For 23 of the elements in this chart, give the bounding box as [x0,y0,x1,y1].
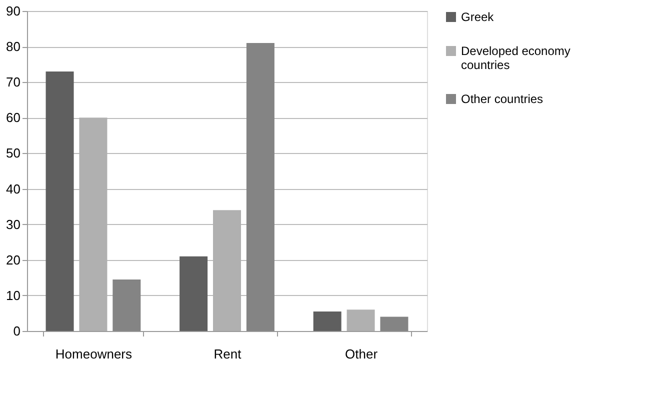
bar [246,43,274,331]
legend-label: Developed economy countries [461,44,570,72]
legend-label: Other countries [461,92,544,106]
y-tick-label: 90 [6,4,20,18]
y-tick-label: 0 [13,324,20,338]
y-tick-label: 10 [6,288,20,303]
y-tick-label: 40 [6,181,20,196]
x-tick-label: Other [345,346,378,362]
y-tick-label: 30 [6,216,20,232]
y-tick-label: 70 [6,74,20,90]
x-tick-label: Homeowners [55,346,133,362]
bar [346,310,375,331]
y-tick-label: 50 [6,146,20,161]
bar [313,311,342,331]
bar [180,256,208,331]
legend-label: Greek [461,10,495,24]
x-tick-label: Rent [214,346,242,362]
y-tick-label: 60 [6,110,20,126]
y-tick-label: 80 [6,39,20,54]
y-tick-label: 20 [6,252,20,268]
bar [112,279,141,331]
bar [380,316,408,331]
bar [46,71,74,331]
